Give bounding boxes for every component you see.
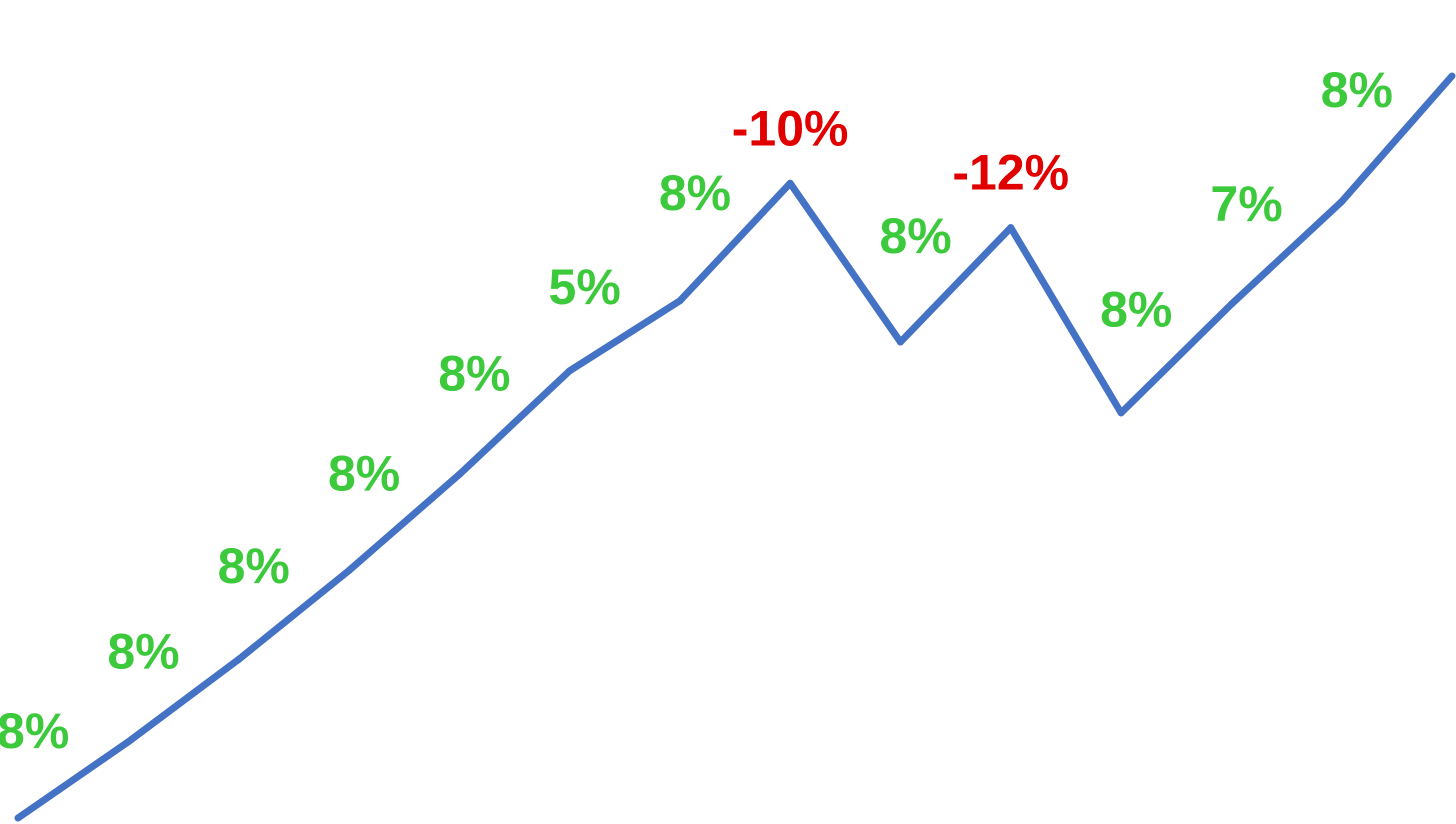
positive-return-label: 5% [549, 259, 621, 315]
positive-return-label: 8% [107, 624, 179, 680]
line-segment [455, 367, 574, 479]
line-segment [566, 297, 684, 375]
positive-return-label: 8% [1100, 282, 1172, 338]
positive-return-label: 8% [218, 538, 290, 594]
line-segment [676, 179, 794, 305]
line-segment [1338, 72, 1456, 206]
line-layer [14, 72, 1456, 822]
line-segment [786, 179, 904, 346]
line-segment [896, 224, 1015, 346]
positive-return-label: 8% [1321, 62, 1393, 118]
line-segment [1117, 300, 1235, 417]
negative-return-label: -12% [952, 145, 1069, 201]
positive-return-label: 8% [0, 703, 69, 759]
positive-return-label: 8% [438, 346, 510, 402]
positive-return-label: 8% [879, 208, 951, 264]
line-segment [14, 738, 132, 822]
line-segment [124, 655, 243, 746]
line-segment [345, 471, 463, 575]
positive-return-label: 8% [328, 446, 400, 502]
negative-return-label: -10% [732, 100, 849, 156]
line-segment [1007, 224, 1125, 417]
positive-return-label: 7% [1210, 176, 1282, 232]
line-segment [235, 567, 353, 663]
positive-return-label: 8% [659, 165, 731, 221]
label-layer: 8%8%8%8%8%5%8%-10%8%-12%8%7%8% [0, 62, 1393, 759]
line-segment [1227, 198, 1346, 308]
